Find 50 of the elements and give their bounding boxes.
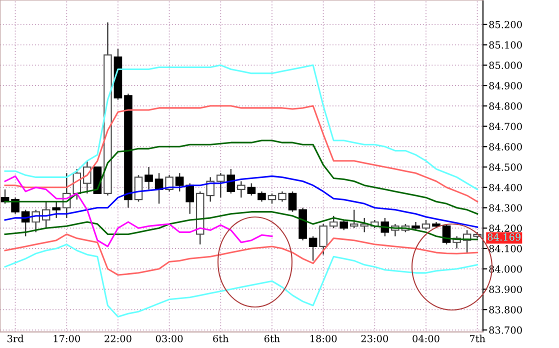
y-tick-label: 84.400 [489, 184, 522, 192]
y-tick-label: 83.700 [489, 326, 522, 334]
candlestick [268, 192, 276, 204]
candlestick [11, 196, 20, 214]
line-series [4, 64, 478, 190]
line-series [4, 233, 478, 276]
candlestick [237, 180, 246, 198]
text: 84.169 [488, 233, 521, 241]
y-tick-label: 84.200 [489, 224, 522, 232]
y-tick-label: 84.700 [489, 122, 522, 130]
x-tick-label: 6th [264, 334, 280, 342]
y-tick-label: 84.900 [489, 82, 522, 90]
y-tick-label: 84.500 [489, 163, 522, 171]
candlestick [186, 182, 194, 214]
x-tick-label: 22:00 [104, 334, 132, 342]
candlestick [52, 201, 61, 219]
candlestick [83, 160, 92, 194]
candlestick [422, 219, 430, 231]
candlestick [340, 219, 348, 231]
y-tick-label: 84.300 [489, 204, 522, 212]
x-tick-label: 18:00 [310, 334, 337, 342]
y-tick-label: 85.100 [489, 41, 522, 49]
candlestick [329, 215, 338, 229]
candlestick [134, 174, 143, 202]
y-tick-label: 84.600 [489, 143, 522, 150]
x-tick-label: 7th [470, 334, 486, 342]
line-series [4, 175, 478, 228]
line-series [4, 244, 478, 318]
candlestick [319, 223, 328, 256]
x-tick-label: 3rd [8, 334, 24, 342]
candlestick [308, 236, 318, 262]
y-tick-label: 85.000 [489, 62, 522, 70]
line-series [4, 105, 478, 202]
y-tick-label: 83.900 [489, 286, 522, 294]
x-tick-label: 04:00 [412, 334, 440, 342]
x-tick-label: 17:00 [54, 334, 80, 342]
candlestick [247, 182, 256, 196]
y-tick-label: 85.200 [489, 20, 522, 28]
candlestick [258, 190, 266, 202]
candlestick [216, 172, 225, 198]
candlestick [288, 190, 297, 212]
candlestick [278, 190, 286, 202]
y-tick-label: 84.100 [489, 244, 522, 252]
x-tick-label: 6th [213, 334, 229, 342]
x-tick-label: 23:00 [361, 334, 388, 342]
candlestick [144, 166, 153, 190]
candlestick [175, 172, 184, 192]
y-tick-label: 83.800 [489, 306, 522, 314]
x-tick-label: 03:00 [156, 334, 183, 342]
y-tick-label: 84.800 [489, 102, 522, 110]
